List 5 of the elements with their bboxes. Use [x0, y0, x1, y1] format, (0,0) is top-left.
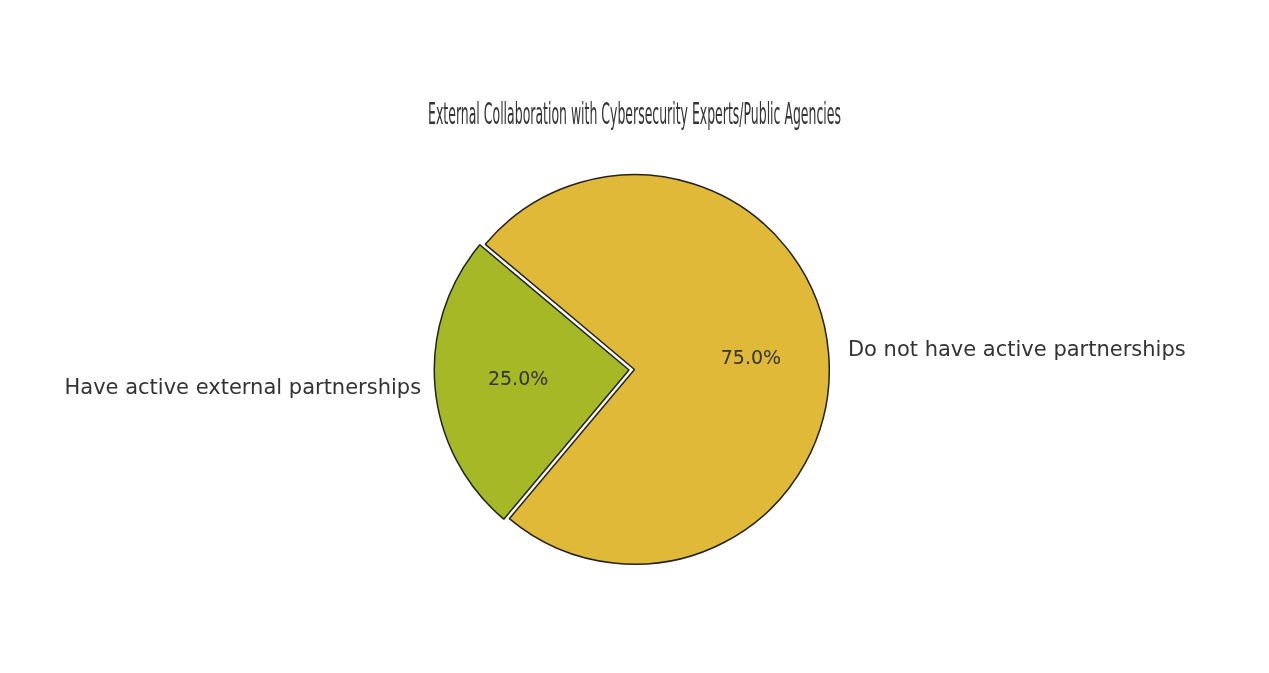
- data-label: 75.0%: [720, 346, 782, 369]
- data-label: 25.0%: [487, 366, 549, 389]
- slice-label: Have active external partnerships: [64, 374, 422, 399]
- slice-label: Do not have active partnerships: [847, 337, 1186, 362]
- chart-title: External Collaboration with Cybersecurity Experts/Public Agencies: [428, 96, 841, 131]
